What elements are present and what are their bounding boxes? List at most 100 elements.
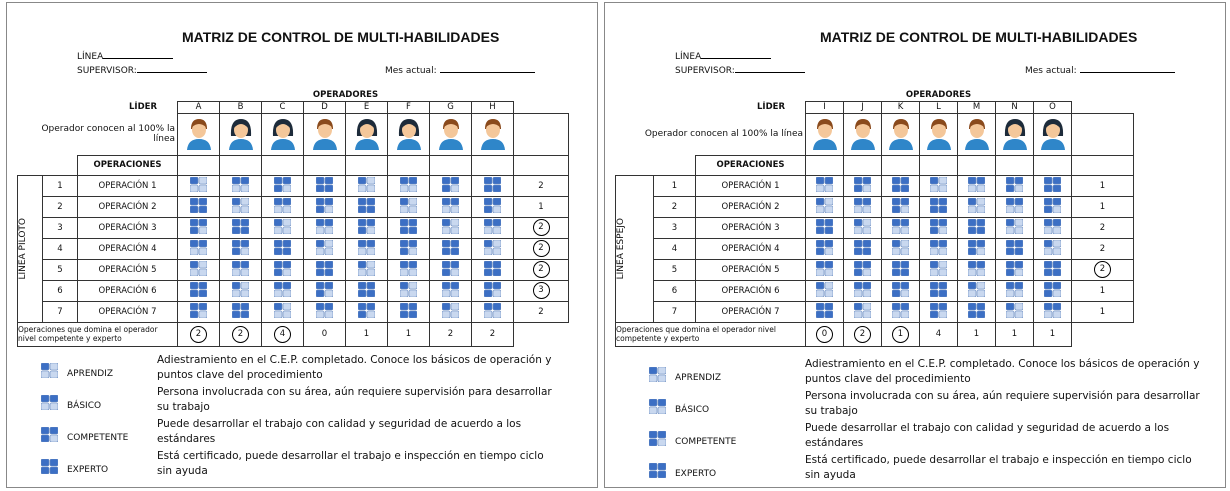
skill-cell <box>387 279 430 302</box>
row-name: OPERACIÓN 4 <box>77 237 178 260</box>
skill-icon <box>929 218 948 234</box>
skill-cell <box>219 216 262 239</box>
conocen-label: Operador conocen al 100% la línea <box>644 128 803 139</box>
skill-icon <box>189 176 208 192</box>
row-total-cell: 2 <box>1071 258 1134 281</box>
skill-cell <box>471 258 514 281</box>
operadores-header: OPERADORES <box>177 89 514 102</box>
skill-icon <box>231 260 250 276</box>
row: 7 OPERACIÓN 7 1 <box>616 300 1134 323</box>
skill-icon <box>441 239 460 255</box>
row: OPERADORES <box>616 89 1134 102</box>
legend-name: COMPETENTE <box>67 433 129 443</box>
title: MATRIZ DE CONTROL DE MULTI-HABILIDADES <box>820 29 1138 45</box>
footer-cell: 1 <box>345 321 388 347</box>
row: 7 OPERACIÓN 7 2 <box>18 300 569 323</box>
skill-icon <box>648 366 667 383</box>
avatar <box>1002 118 1027 150</box>
skill-cell <box>995 216 1034 239</box>
skill-icon <box>1043 197 1062 213</box>
lider-header: LÍDER <box>757 102 785 112</box>
row-num: 2 <box>653 195 696 218</box>
skill-cell <box>995 174 1034 197</box>
skill-cell <box>177 279 220 302</box>
operator-letter: H <box>471 100 514 114</box>
skill-cell <box>919 237 958 260</box>
skill-icon <box>1043 260 1062 276</box>
skill-icon <box>441 176 460 192</box>
operator-letter: O <box>1033 100 1072 114</box>
skill-icon <box>1043 176 1062 192</box>
row: 5 OPERACIÓN 5 2 <box>18 258 569 281</box>
row-total: 1 <box>1099 201 1106 212</box>
blank <box>881 154 920 176</box>
skill-icon <box>189 281 208 297</box>
blank <box>616 89 806 101</box>
skill-cell <box>843 216 882 239</box>
avatar <box>1040 118 1065 150</box>
footer-cell: 4 <box>919 321 958 347</box>
legend-name: BÁSICO <box>67 401 102 411</box>
row-total: 2 <box>1094 261 1111 278</box>
footer-cell: 2 <box>177 321 220 347</box>
skill-cell <box>345 300 388 323</box>
operator-letter: K <box>881 100 920 114</box>
row-num: 7 <box>42 300 78 323</box>
row-total-cell: 3 <box>513 279 569 302</box>
skill-cell <box>303 237 346 260</box>
mes-label: Mes actual: <box>1025 66 1077 76</box>
skill-icon <box>891 239 910 255</box>
row-name: OPERACIÓN 1 <box>77 174 178 197</box>
underline <box>136 63 207 73</box>
avatar-cell <box>471 112 514 156</box>
footer-value: 2 <box>489 329 496 339</box>
skill-icon <box>483 260 502 276</box>
skill-cell <box>843 258 882 281</box>
skill-cell <box>805 300 844 323</box>
skill-icon <box>357 176 376 192</box>
skill-icon <box>891 281 910 297</box>
operator-letter: E <box>345 100 388 114</box>
row-total-cell: 2 <box>513 300 569 323</box>
skill-cell <box>995 300 1034 323</box>
footer-value: 0 <box>321 329 328 339</box>
operator-letter: J <box>843 100 882 114</box>
panel: MATRIZ DE CONTROL DE MULTI-HABILIDADES LÍ… <box>6 2 598 488</box>
skill-cell <box>957 279 996 302</box>
avatar <box>354 118 379 150</box>
row-name: OPERACIÓN 3 <box>695 216 806 239</box>
skill-icon <box>929 239 948 255</box>
skill-cell <box>471 237 514 260</box>
skill-cell <box>261 279 304 302</box>
skill-cell <box>219 279 262 302</box>
skill-icon <box>273 302 292 318</box>
skill-cell <box>345 279 388 302</box>
blank <box>471 154 514 176</box>
skill-cell <box>805 237 844 260</box>
skill-cell <box>429 279 472 302</box>
blank <box>1033 154 1072 176</box>
skill-cell <box>303 300 346 323</box>
skill-icon <box>967 281 986 297</box>
skill-cell <box>177 195 220 218</box>
skill-cell <box>345 216 388 239</box>
blank <box>261 154 304 176</box>
skill-icon <box>853 260 872 276</box>
skill-cell <box>1033 195 1072 218</box>
skill-icon <box>1005 218 1024 234</box>
supervisor-field: SUPERVISOR: <box>77 63 207 76</box>
skill-cell <box>387 195 430 218</box>
skill-icon <box>815 197 834 213</box>
skill-cell <box>995 195 1034 218</box>
skill-cell <box>303 258 346 281</box>
matrix: OPERADORES LÍDER A B C D E F G H Operador conocen … <box>17 89 569 347</box>
skill-cell <box>843 195 882 218</box>
skill-icon <box>815 260 834 276</box>
row-num: 4 <box>42 237 78 260</box>
blank <box>1072 101 1134 113</box>
mes-field: Mes actual: <box>1025 63 1175 76</box>
skill-icon <box>231 239 250 255</box>
row-name: OPERACIÓN 2 <box>695 195 806 218</box>
skill-cell <box>471 300 514 323</box>
